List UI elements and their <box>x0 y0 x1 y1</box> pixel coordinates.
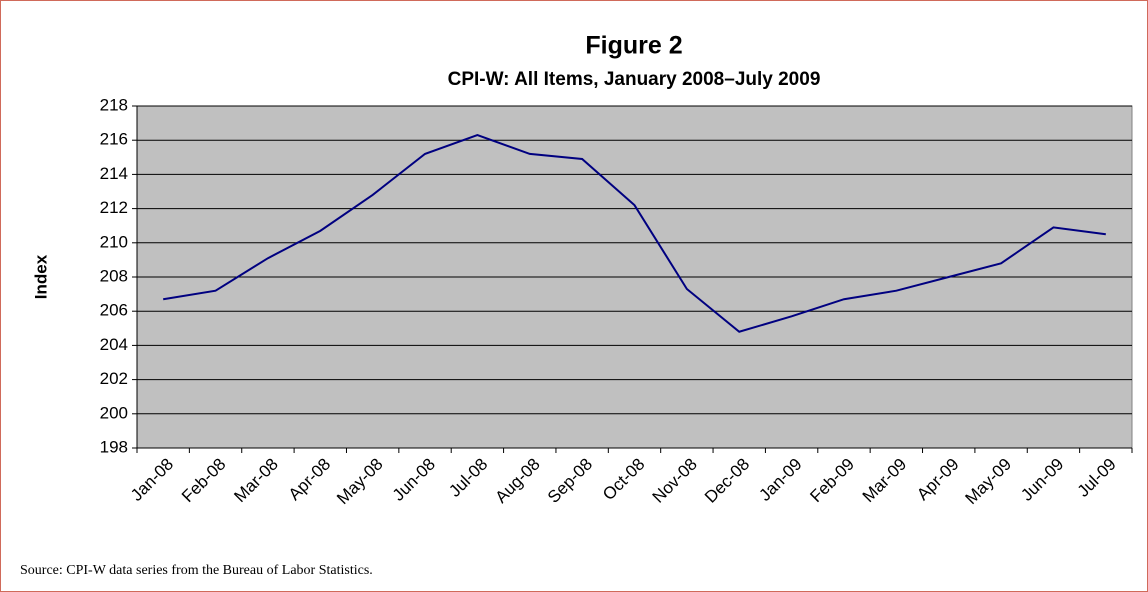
y-tick-label: 212 <box>100 198 128 217</box>
chart-subtitle: CPI-W: All Items, January 2008–July 2009 <box>448 69 821 90</box>
y-tick-label: 216 <box>100 130 128 149</box>
y-tick-label: 198 <box>100 437 128 456</box>
y-axis-label: Index <box>31 254 50 299</box>
y-tick-label: 206 <box>100 301 128 320</box>
line-series <box>163 134 1106 333</box>
y-tick-label: 214 <box>100 164 128 183</box>
y-tick-label: 218 <box>100 95 128 114</box>
chart-title: Figure 2 <box>585 32 682 60</box>
y-tick-label: 202 <box>100 369 128 388</box>
y-tick-label: 204 <box>100 335 128 354</box>
y-tick-label: 210 <box>100 232 128 251</box>
y-tick-label: 208 <box>100 266 128 285</box>
source-note: Source: CPI-W data series from the Burea… <box>20 563 373 578</box>
y-tick-label: 200 <box>100 403 128 422</box>
